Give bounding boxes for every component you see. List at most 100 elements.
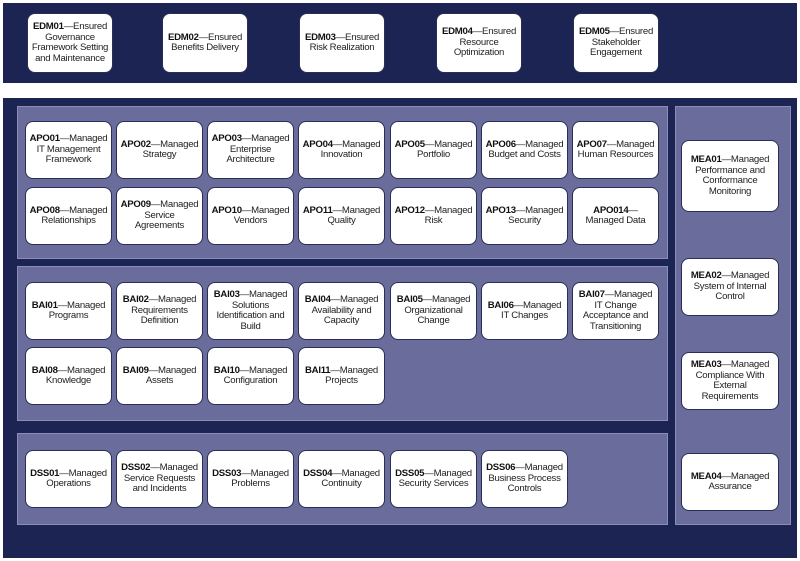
- process-name: —Ensured Resource Optimization: [453, 26, 517, 59]
- process-code: APO03: [211, 133, 242, 145]
- mea-process-box: MEA03—Managed Compliance With External R…: [681, 352, 779, 410]
- process-name: —Managed Budget and Costs: [488, 138, 564, 160]
- process-label: DSS06—Managed Business Process Controls: [485, 463, 564, 495]
- process-label: MEA01—Managed Performance and Conformanc…: [685, 154, 775, 197]
- dss-process-box: DSS03—Managed Problems: [207, 450, 294, 508]
- apo-process-box: APO01—Managed IT Management Framework: [25, 121, 112, 179]
- process-code: APO05: [394, 138, 425, 150]
- process-label: EDM02—Ensured Benefits Delivery: [166, 31, 244, 54]
- process-name: —Managed IT Changes: [501, 299, 562, 321]
- mea-process-box: MEA04—Managed Assurance: [681, 453, 779, 511]
- apo-process-box: APO06—Managed Budget and Costs: [481, 121, 568, 179]
- process-name: —Ensured Risk Realization: [309, 31, 380, 53]
- process-label: MEA02—Managed System of Internal Control: [685, 271, 775, 303]
- process-name: —Managed Configuration: [223, 364, 288, 386]
- process-code: APO07: [576, 138, 607, 150]
- process-code: APO12: [394, 204, 425, 216]
- dss-process-box: DSS04—Managed Continuity: [298, 450, 385, 508]
- bai-process-box: BAI01—Managed Programs: [25, 282, 112, 340]
- process-name: —Managed Business Process Controls: [488, 462, 563, 495]
- process-label: DSS04—Managed Continuity: [302, 467, 381, 490]
- process-code: APO11: [302, 204, 333, 216]
- process-name: —Managed Continuity: [321, 467, 380, 489]
- edm-process-box: EDM05—Ensured Stakeholder Engagement: [573, 13, 659, 73]
- process-label: DSS05—Managed Security Services: [394, 467, 473, 490]
- process-name: —Managed Human Resources: [577, 138, 655, 160]
- process-name: —Ensured Benefits Delivery: [171, 31, 243, 53]
- process-code: DSS03: [212, 467, 242, 479]
- dss-process-box: DSS02—Managed Service Requests and Incid…: [116, 450, 203, 508]
- process-code: APO10: [211, 204, 242, 216]
- process-label: APO09—Managed Service Agreements: [120, 200, 199, 232]
- process-code: DSS01: [30, 467, 60, 479]
- process-code: APO13: [485, 204, 516, 216]
- process-name: —Managed Compliance With External Requir…: [695, 359, 770, 402]
- apo-process-box: APO09—Managed Service Agreements: [116, 187, 203, 245]
- process-name: —Managed Assurance: [708, 470, 770, 492]
- process-label: BAI10—Managed Configuration: [211, 364, 290, 387]
- process-code: APO01: [29, 133, 60, 145]
- process-name: —Managed Availability and Capacity: [311, 294, 379, 327]
- mea-process-box: MEA02—Managed System of Internal Control: [681, 258, 779, 316]
- apo-process-box: APO02—Managed Strategy: [116, 121, 203, 179]
- mea-process-box: MEA01—Managed Performance and Conformanc…: [681, 140, 779, 212]
- bai-process-box: BAI07—Managed IT Change Acceptance and T…: [572, 282, 659, 340]
- process-label: APO014—Managed Data: [576, 204, 655, 227]
- process-name: —Managed Risk: [424, 204, 473, 226]
- process-code: MEA03: [690, 359, 722, 370]
- process-name: —Managed Requirements Definition: [131, 294, 197, 327]
- apo-process-box: APO11—Managed Quality: [298, 187, 385, 245]
- apo-process-box: APO04—Managed Innovation: [298, 121, 385, 179]
- process-name: —Managed Service Requests and Incidents: [123, 462, 198, 495]
- process-code: APO04: [302, 138, 333, 150]
- process-label: EDM05—Ensured Stakeholder Engagement: [577, 27, 655, 59]
- process-label: DSS03—Managed Problems: [211, 467, 290, 490]
- process-name: —Managed Problems: [231, 467, 289, 489]
- process-code: DSS06: [486, 462, 516, 474]
- process-code: DSS04: [303, 467, 333, 479]
- process-name: —Managed Solutions Identification and Bu…: [216, 289, 288, 332]
- process-code: BAI09: [122, 364, 149, 376]
- process-name: —Managed IT Management Framework: [36, 133, 108, 166]
- process-name: —Managed Vendors: [233, 204, 290, 226]
- process-code: EDM01: [32, 21, 64, 32]
- process-name: —Managed Data: [585, 204, 646, 226]
- process-name: —Managed Quality: [327, 204, 381, 226]
- process-code: DSS05: [395, 467, 425, 479]
- apo-process-box: APO05—Managed Portfolio: [390, 121, 477, 179]
- apo-process-box: APO014—Managed Data: [572, 187, 659, 245]
- edm-process-box: EDM01—Ensured Governance Framework Setti…: [27, 13, 113, 73]
- bai-process-box: BAI08—Managed Knowledge: [25, 347, 112, 405]
- process-label: APO08—Managed Relationships: [29, 205, 108, 227]
- process-label: APO02—Managed Strategy: [120, 138, 199, 161]
- process-name: —Managed Programs: [48, 299, 106, 321]
- process-name: —Managed Enterprise Architecture: [226, 133, 290, 166]
- process-label: DSS01—Managed Operations: [29, 467, 108, 490]
- process-name: —Managed Performance and Conformance Mon…: [695, 154, 770, 197]
- process-label: APO03—Managed Enterprise Architecture: [211, 134, 290, 166]
- apo-process-box: APO10—Managed Vendors: [207, 187, 294, 245]
- bai-process-box: BAI03—Managed Solutions Identification a…: [207, 282, 294, 340]
- process-label: BAI09—Managed Assets: [120, 364, 199, 387]
- edm-band: [3, 3, 797, 83]
- process-name: —Ensured Governance Framework Setting an…: [31, 21, 109, 64]
- process-name: —Managed Projects: [325, 364, 379, 386]
- process-label: BAI07—Managed IT Change Acceptance and T…: [576, 289, 655, 332]
- dss-process-box: DSS06—Managed Business Process Controls: [481, 450, 568, 508]
- apo-process-box: APO03—Managed Enterprise Architecture: [207, 121, 294, 179]
- process-code: BAI01: [31, 299, 58, 311]
- process-label: APO05—Managed Portfolio: [394, 138, 473, 161]
- process-label: BAI08—Managed Knowledge: [29, 365, 108, 387]
- process-name: —Managed Security Services: [398, 467, 473, 489]
- dss-process-box: DSS05—Managed Security Services: [390, 450, 477, 508]
- process-code: APO02: [120, 138, 151, 150]
- process-code: BAI11: [304, 364, 331, 376]
- bai-process-box: BAI11—Managed Projects: [298, 347, 385, 405]
- process-label: EDM04—Ensured Resource Optimization: [440, 27, 518, 59]
- process-code: BAI10: [213, 364, 240, 376]
- process-name: —Managed Portfolio: [417, 138, 473, 160]
- process-code: BAI03: [213, 289, 240, 300]
- process-code: EDM04: [441, 26, 473, 38]
- process-name: —Managed IT Change Acceptance and Transi…: [582, 289, 653, 332]
- bai-process-box: BAI04—Managed Availability and Capacity: [298, 282, 385, 340]
